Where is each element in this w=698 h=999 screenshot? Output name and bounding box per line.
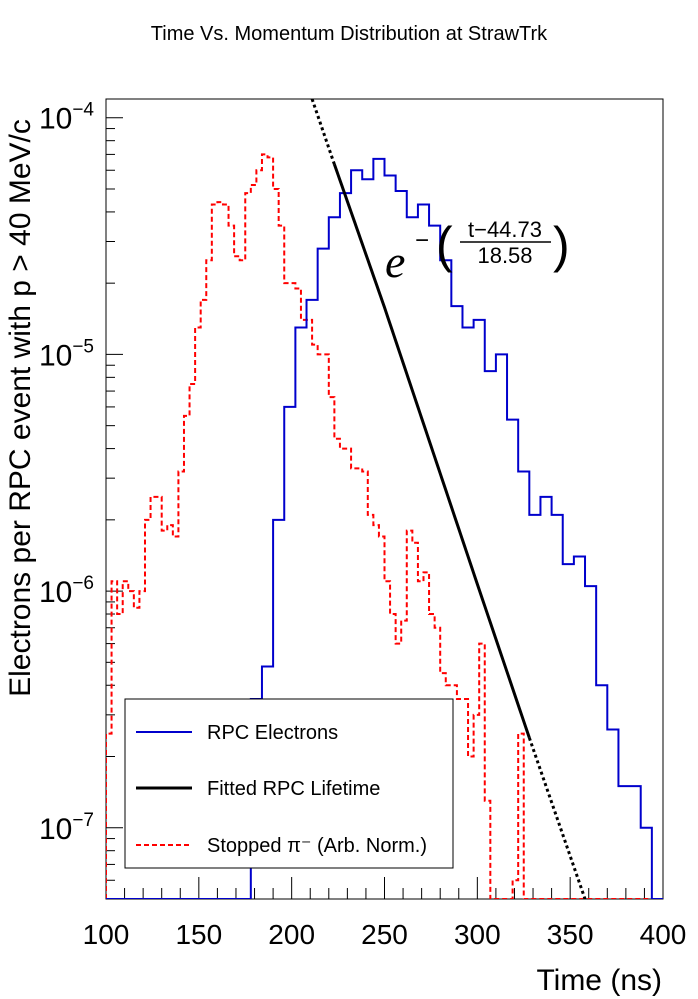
legend-label: Stopped π⁻ (Arb. Norm.) [207, 835, 427, 857]
x-tick-label: 300 [454, 919, 501, 950]
formula-denominator: 18.58 [477, 243, 532, 268]
formula-base: e [385, 236, 405, 287]
series-fit-dotted [527, 737, 587, 899]
x-tick-label: 400 [640, 919, 687, 950]
formula-paren-left: ( [436, 217, 453, 273]
x-tick-label: 200 [268, 919, 315, 950]
x-tick-label: 100 [83, 919, 130, 950]
series-fit-dotted [310, 99, 336, 165]
y-tick-label: 10−7 [39, 810, 94, 846]
formula-paren-right: ) [553, 217, 570, 273]
series-rpc-electrons [106, 157, 663, 899]
x-tick-label: 250 [361, 919, 408, 950]
formula-sign: − [415, 227, 429, 254]
legend: RPC Electrons Fitted RPC Lifetime Stopped … [124, 698, 454, 869]
x-tick-label: 350 [547, 919, 594, 950]
legend-box [124, 698, 454, 869]
y-tick-label: 10−6 [39, 573, 94, 609]
formula-numerator: t−44.73 [468, 217, 542, 242]
legend-label: Fitted RPC Lifetime [207, 778, 380, 800]
series-stopped-pion [106, 153, 663, 899]
chart-title: Time Vs. Momentum Distribution at StrawT… [151, 23, 548, 45]
y-tick-label: 10−5 [39, 336, 94, 372]
x-tick-label: 150 [175, 919, 222, 950]
legend-label: RPC Electrons [207, 722, 338, 744]
y-tick-label: 10−4 [39, 100, 94, 136]
plot-area: 100 150 200 250 300 350 400 10−4 10−5 10−6 10−7 e −(… [39, 98, 687, 950]
series-fit-solid [332, 163, 531, 739]
x-axis-label: Time (ns) [536, 964, 662, 997]
y-axis-label: Electrons per RPC event with p > 40 MeV/… [4, 119, 37, 697]
